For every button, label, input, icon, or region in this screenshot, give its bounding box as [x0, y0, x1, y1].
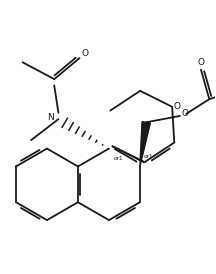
Polygon shape	[140, 122, 150, 167]
Text: or1: or1	[144, 155, 154, 159]
Text: O: O	[174, 102, 181, 111]
Text: N: N	[47, 113, 53, 121]
Text: or1: or1	[113, 156, 123, 161]
Text: O: O	[182, 109, 189, 118]
Text: O: O	[81, 49, 88, 58]
Text: O: O	[197, 58, 204, 67]
